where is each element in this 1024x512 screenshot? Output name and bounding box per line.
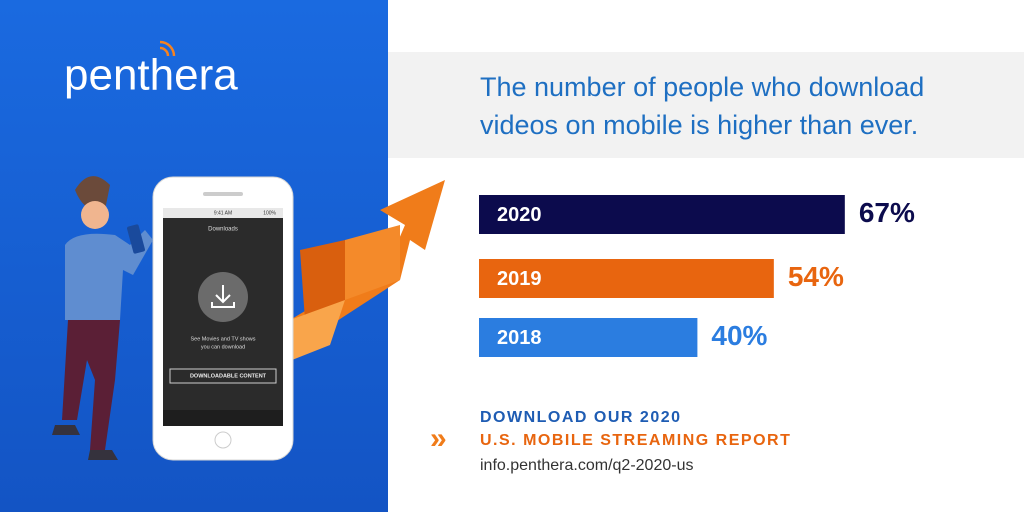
cta-line[interactable]: DOWNLOAD OUR 2020 xyxy=(480,409,682,426)
bar-category-label: 2019 xyxy=(497,268,542,290)
bar xyxy=(479,195,845,234)
logo-signal xyxy=(159,40,176,57)
phone-battery: 100% xyxy=(263,210,276,216)
bar xyxy=(479,259,774,298)
chart-title: The number of people who download xyxy=(480,72,924,102)
cta-url[interactable]: info.penthera.com/q2-2020-us xyxy=(480,457,693,474)
bar xyxy=(479,318,698,357)
value-label: 54% xyxy=(788,261,844,292)
bar-category-label: 2018 xyxy=(497,327,542,349)
arrow xyxy=(290,180,445,360)
bar-chart: 2020 67% 2019 54% 2018 40% xyxy=(479,195,915,357)
logo: penthera xyxy=(64,51,238,100)
screen-message: See Movies and TV shows xyxy=(190,336,255,342)
phone-time: 9:41 AM xyxy=(214,210,232,216)
screen-button[interactable]: DOWNLOADABLE CONTENT xyxy=(190,373,267,379)
screen-title: Downloads xyxy=(208,227,238,233)
value-label: 67% xyxy=(859,197,915,228)
chevrons: » xyxy=(430,422,447,455)
person xyxy=(52,176,153,460)
headline-band xyxy=(388,52,1024,158)
screen-message: you can download xyxy=(201,344,245,350)
cta-line[interactable]: U.S. MOBILE STREAMING REPORT xyxy=(480,432,791,449)
bar-category-label: 2020 xyxy=(497,204,542,226)
phone: 9:41 AM 100% Downloads See Movies and TV… xyxy=(152,176,294,461)
value-label: 40% xyxy=(711,320,767,351)
chart-title: videos on mobile is higher than ever. xyxy=(480,110,918,140)
